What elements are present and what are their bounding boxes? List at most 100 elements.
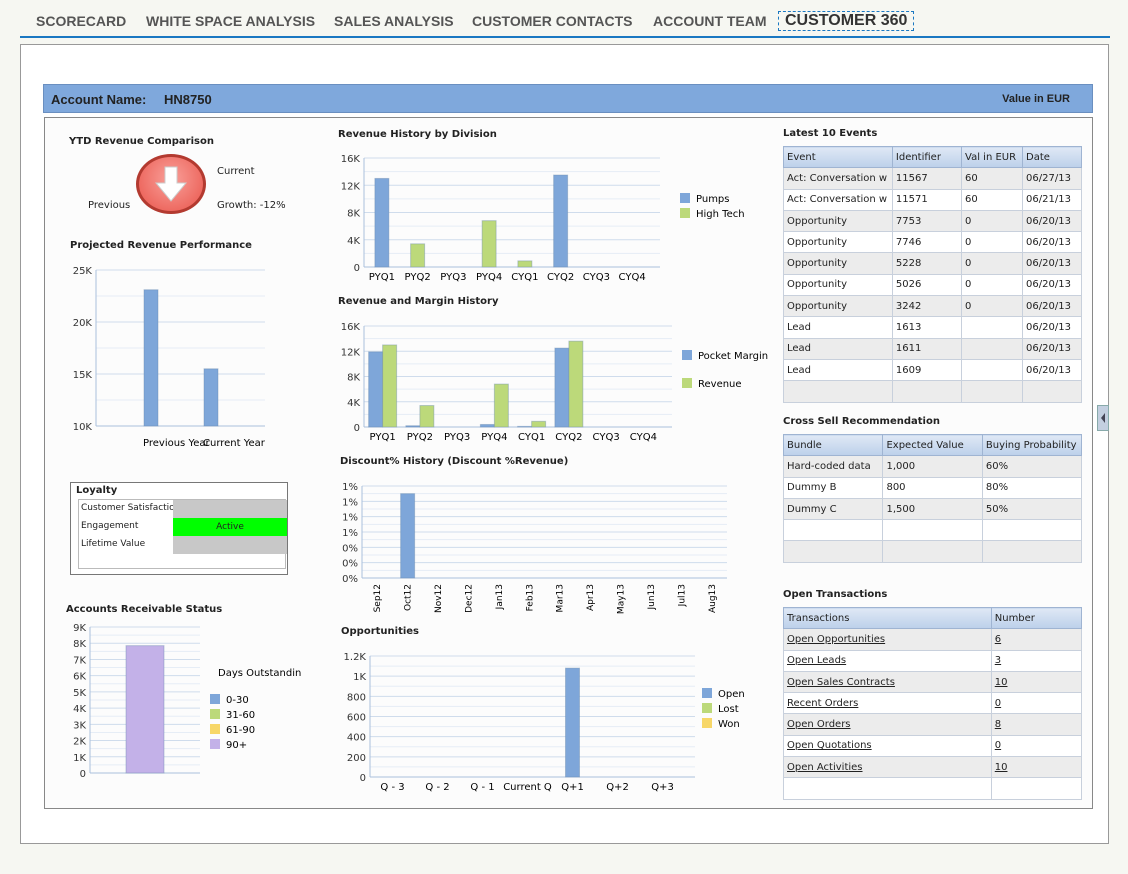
y-tick-label: 12K [341,181,361,192]
bar-proj [143,289,159,427]
table-row: Lead 1611 06/20/13 [783,337,1082,360]
y-tick-label: 4K [347,398,360,409]
table-cell: Opportunity [783,273,893,297]
transaction-link[interactable]: 10 [994,761,1008,773]
y-tick-label: 1.2K [344,652,367,663]
bar-margin [531,420,547,428]
y-tick-label: 25K [73,266,93,277]
x-tick-label: Q+2 [606,782,629,793]
transaction-link[interactable]: Recent Orders [787,697,859,709]
legend-label: 0-30 [226,695,249,706]
transaction-link[interactable]: 3 [994,655,1002,667]
y-tick-label: 200 [347,753,366,764]
transaction-link[interactable]: Open Leads [787,655,847,667]
transaction-link[interactable]: 0 [994,697,1002,709]
x-tick-label: Aug13 [708,584,718,613]
table-row: Open Activities 10 [783,756,1083,779]
column-header: Expected Value [882,433,983,457]
legend-swatch [210,709,220,719]
cross-sell-title: Cross Sell Recommendation [783,416,940,427]
y-tick-label: 8K [73,639,86,650]
legend-swatch [702,718,712,728]
column-header: Transactions [783,606,992,630]
table-cell: Dummy C [782,497,884,521]
legend-swatch [210,694,220,704]
table-row: Act: Conversation w 11567 60 06/27/13 [783,167,1082,190]
tab-white-space-analysis[interactable]: WHITE SPACE ANALYSIS [146,13,316,29]
transaction-link[interactable]: Open Sales Contracts [787,676,895,688]
table-row: Dummy C 1,500 50% [782,497,1083,521]
table-cell: 1613 [891,316,963,339]
legend-swatch [682,350,692,360]
x-tick-label: PYQ3 [444,432,470,443]
legend-label: Revenue [698,379,742,390]
proj-chart-title: Projected Revenue Performance [70,240,252,251]
bar-margin [493,383,509,428]
x-tick-label: PYQ4 [481,432,507,443]
legend-swatch [702,688,712,698]
table-cell: 1609 [891,358,963,382]
tab-customer-contacts[interactable]: CUSTOMER CONTACTS [472,13,633,29]
column-header: Buying Probability [981,433,1083,457]
x-tick-label: Current Q [503,782,552,793]
table-cell [981,540,1083,563]
x-tick-label: Previous Year [143,438,211,449]
table-cell [782,519,884,542]
table-row: Open Quotations 0 [783,734,1083,758]
table-cell [882,519,983,542]
y-tick-label: 12K [341,347,361,358]
table-row [782,540,1083,563]
bar-ar [125,645,165,774]
table-row: Open Opportunities 6 [783,628,1083,651]
table-cell [990,777,1083,800]
table-cell [1022,380,1082,403]
column-header: Identifier [891,145,963,169]
table-cell: Opportunity [783,252,893,275]
table-cell: 0 [961,295,1024,318]
table-row: Lead 1609 06/20/13 [783,358,1082,382]
transaction-link[interactable]: Open Orders [787,719,851,731]
y-tick-label: 0 [80,769,86,780]
div-chart-title: Revenue History by Division [338,129,497,140]
x-tick-label: Q - 2 [425,782,449,793]
legend-label: 90+ [226,740,247,751]
transaction-link[interactable]: Open Activities [787,761,863,773]
x-tick-label: Mar13 [556,584,566,612]
y-tick-label: 1% [342,528,358,539]
loyalty-key: Engagement [81,521,139,531]
table-cell: 0 [961,252,1024,275]
open-transactions-title: Open Transactions [783,589,888,600]
bar-div [553,174,569,268]
tab-customer-360[interactable]: CUSTOMER 360 [778,11,915,31]
transaction-link[interactable]: Open Opportunities [787,633,886,645]
legend-swatch [702,703,712,713]
transaction-link[interactable]: 6 [994,633,1002,645]
loyalty-panel: Loyalty Customer Satisfaction Engagement… [70,482,288,575]
tab-account-team[interactable]: ACCOUNT TEAM [653,13,767,29]
tab-sales-analysis[interactable]: SALES ANALYSIS [334,13,454,29]
table-cell: 06/20/13 [1022,252,1082,275]
ytd-title: YTD Revenue Comparison [69,136,214,147]
tab-scorecard[interactable]: SCORECARD [36,13,127,29]
transaction-link[interactable]: 0 [994,740,1002,752]
y-tick-label: 4K [347,236,360,247]
table-cell: 06/20/13 [1022,231,1082,254]
table-row: Opportunity 5026 0 06/20/13 [783,273,1082,297]
transaction-link[interactable]: Open Quotations [787,740,872,752]
legend-label: Pocket Margin [698,351,768,362]
collapse-panel-button[interactable] [1097,405,1109,431]
legend-swatch [680,208,690,218]
table-cell: 11571 [891,188,963,211]
transaction-link[interactable]: 8 [994,719,1002,731]
table-cell: 06/20/13 [1022,316,1082,339]
x-tick-label: CYQ4 [619,272,646,283]
x-tick-label: CYQ1 [511,272,538,283]
transaction-link[interactable]: 10 [994,676,1008,688]
legend-label: Lost [718,704,739,715]
events-table: Event Identifier Val in EUR Date Act: Conver… [783,145,1082,403]
y-tick-label: 15K [73,370,93,381]
table-cell: 0 [961,209,1024,233]
